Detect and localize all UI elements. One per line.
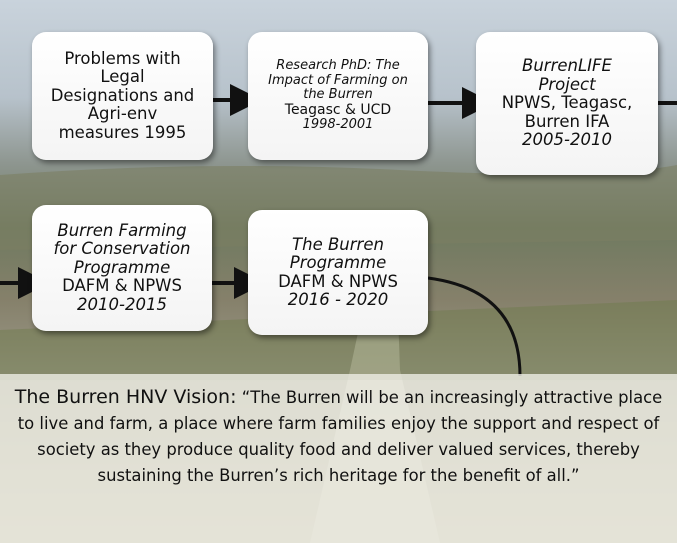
node-line: BurrenLIFE — [522, 57, 612, 75]
node-line: 2010-2015 — [77, 296, 167, 314]
node-line: the Burren — [303, 88, 373, 103]
node-line: 2005-2010 — [522, 131, 612, 149]
node-line: for Conservation — [53, 240, 190, 258]
node-line: Impact of Farming on — [268, 74, 408, 89]
slide: The Burren HNV Vision: “The Burren will … — [0, 0, 677, 543]
node-line: Research PhD: The — [276, 59, 399, 74]
node-line: DAFM & NPWS — [278, 273, 398, 291]
node-line: Burren IFA — [525, 113, 610, 131]
node-line: Project — [538, 76, 595, 94]
node-line: 1998-2001 — [303, 118, 374, 133]
node-line: measures 1995 — [59, 124, 187, 142]
node-line: The Burren — [292, 236, 384, 254]
node-line: Legal — [100, 68, 144, 86]
node-line: Teagasc & UCD — [285, 103, 391, 119]
node-line: Problems with — [64, 50, 180, 68]
node-line: Programme — [74, 259, 171, 277]
node-line: Burren Farming — [57, 222, 186, 240]
node-line: Programme — [290, 254, 387, 272]
node-line: 2016 - 2020 — [288, 291, 388, 309]
node-line: Designations and — [51, 87, 195, 105]
node-line: NPWS, Teagasc, — [502, 94, 633, 112]
node-line: DAFM & NPWS — [62, 277, 182, 295]
vision-label: The Burren HNV Vision: — [15, 386, 237, 408]
vision-panel: The Burren HNV Vision: “The Burren will … — [0, 374, 677, 543]
node-line: Agri-env — [88, 105, 157, 123]
